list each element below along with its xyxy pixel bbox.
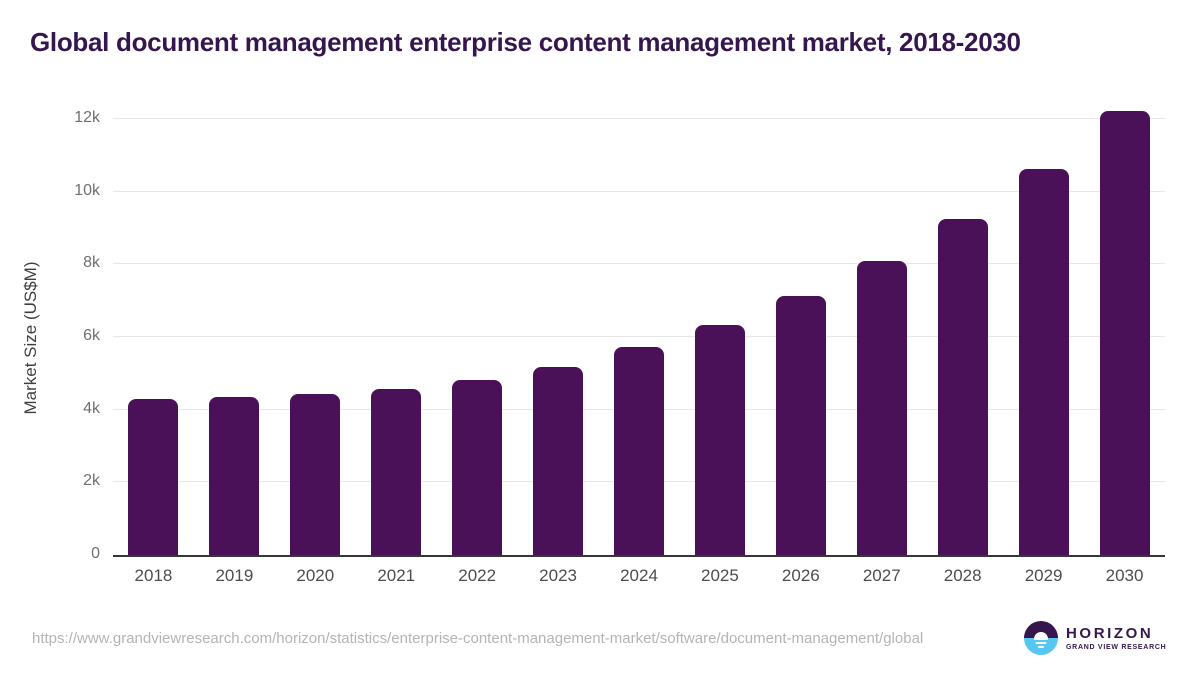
ytick-label-10k: 10k — [74, 181, 100, 199]
bar-2021 — [371, 388, 422, 555]
bar-slot-2026 — [760, 119, 841, 555]
bar-slot-2018 — [113, 119, 194, 555]
ytick-label-0: 0 — [91, 545, 100, 562]
bar-2030 — [1099, 110, 1150, 555]
bar-slot-2021 — [356, 119, 437, 555]
xtick-label-2028: 2028 — [943, 566, 982, 585]
logo-title: HORIZON — [1066, 624, 1154, 642]
bar-slot-2025 — [679, 119, 760, 555]
gridline-10k — [113, 190, 1165, 192]
xtick-label-2023: 2023 — [539, 566, 577, 585]
bar-2019 — [209, 397, 260, 555]
x-axis-labels: 2018 2019 2020 2021 2022 2023 2024 2025 2026 2027… — [113, 566, 1165, 586]
xtick-label-2022: 2022 — [458, 566, 497, 585]
horizon-sun-icon — [1024, 621, 1058, 655]
xtick-label-2018: 2018 — [134, 566, 173, 585]
xtick-label-2024: 2024 — [620, 566, 658, 585]
xtick-label-2021: 2021 — [377, 566, 416, 585]
bar-2027 — [856, 261, 907, 555]
bar-slot-2024 — [599, 119, 680, 555]
xtick-label-2020: 2020 — [296, 566, 335, 585]
bar-slot-2029 — [1003, 119, 1084, 555]
ytick-label-12k: 12k — [74, 109, 100, 126]
gridline-12k — [113, 118, 1165, 119]
bar-slot-2019 — [194, 119, 275, 555]
bar-slot-2030 — [1084, 110, 1165, 555]
xtick-label-2026: 2026 — [781, 566, 820, 585]
sun-reflection-dash — [1038, 646, 1044, 648]
horizon-logo: HORIZON GRAND VIEW RESEARCH — [1024, 621, 1166, 655]
bar-slot-2027 — [841, 119, 922, 555]
logo-text: HORIZON GRAND VIEW RESEARCH — [1066, 624, 1167, 651]
ytick-label-2k: 2k — [83, 472, 100, 490]
bar-slot-2023 — [518, 119, 599, 555]
ytick-label-6k: 6k — [83, 327, 100, 344]
bar-2025 — [694, 325, 745, 555]
sun-dome-shape — [1034, 632, 1048, 640]
bar-2020 — [290, 394, 341, 555]
bar-series — [113, 110, 1165, 555]
bar-2022 — [452, 379, 503, 555]
bar-2018 — [128, 399, 179, 555]
source-url: https://www.grandviewresearch.com/horizo… — [32, 630, 924, 647]
bar-2028 — [937, 219, 988, 555]
gridline-8k — [113, 263, 1165, 265]
xtick-label-2029: 2029 — [1024, 566, 1063, 585]
bar-2023 — [533, 366, 584, 555]
bar-2029 — [1018, 168, 1069, 555]
bar-2026 — [775, 295, 826, 555]
bar-slot-2020 — [275, 119, 356, 555]
logo-subtitle: GRAND VIEW RESEARCH — [1066, 643, 1167, 651]
gridline-6k — [113, 336, 1165, 337]
xtick-label-2025: 2025 — [701, 566, 739, 585]
sun-reflection-dash — [1035, 642, 1047, 644]
bar-slot-2022 — [437, 119, 518, 555]
xtick-label-2030: 2030 — [1105, 566, 1144, 585]
plot-area: 0 2k 4k 6k 8k 10k 12k 2018 2019 2020 2021 2022 2023… — [74, 109, 1165, 585]
y-axis-title: Market Size (US$M) — [21, 261, 40, 415]
bar-slot-2028 — [922, 119, 1003, 555]
page-title: Global document management enterprise co… — [30, 27, 1021, 57]
ytick-label-8k: 8k — [83, 254, 100, 272]
xtick-label-2019: 2019 — [215, 566, 254, 585]
bar-2024 — [613, 347, 664, 555]
ytick-label-4k: 4k — [83, 399, 100, 417]
xtick-label-2027: 2027 — [862, 566, 901, 585]
